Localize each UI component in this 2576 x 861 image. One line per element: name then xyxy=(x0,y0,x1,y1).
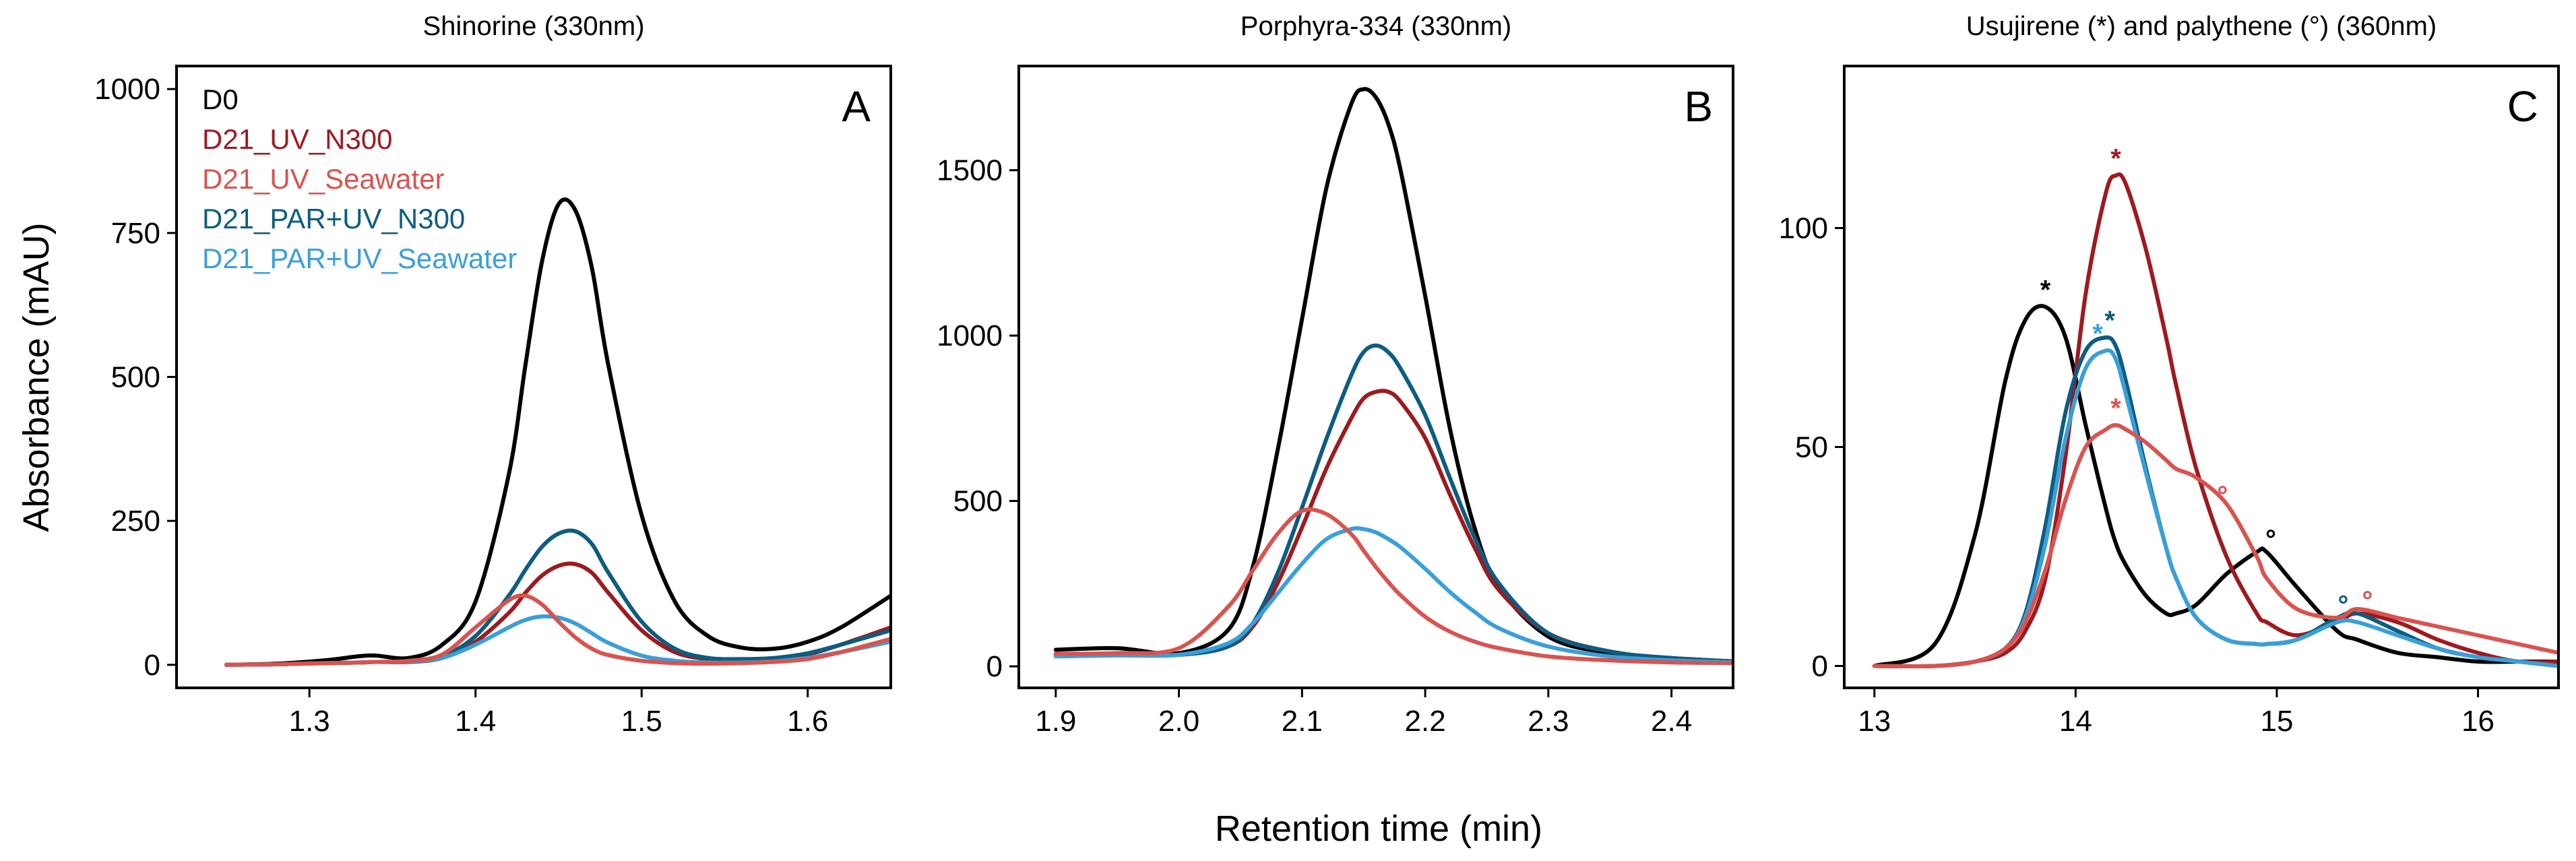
y-tick-label: 250 xyxy=(111,505,160,538)
series-group xyxy=(224,197,891,667)
x-tick-label: 13 xyxy=(1858,705,1891,738)
series-line-D21_UV_N300 xyxy=(224,561,891,667)
y-tick-label: 100 xyxy=(1779,212,1828,245)
x-tick-label: 2.1 xyxy=(1282,705,1323,738)
x-tick-label: 1.9 xyxy=(1035,705,1076,738)
series-line-D21_UV_N300 xyxy=(1872,172,2558,668)
legend-entry: D21_UV_Seawater xyxy=(202,163,445,195)
legend-entry: D21_PAR+UV_N300 xyxy=(202,203,465,234)
series-line-D21_UV_Seawater xyxy=(224,593,891,667)
panel-title: Shinorine (330nm) xyxy=(422,11,644,41)
peak-marker: * xyxy=(2092,319,2103,349)
x-tick-label: 2.3 xyxy=(1528,705,1569,738)
series-line-D21_PAR+UV_Seawater xyxy=(1872,348,2558,668)
legend-entry: D21_UV_N300 xyxy=(202,123,393,155)
x-tick-label: 2.0 xyxy=(1158,705,1199,738)
x-tick-label: 15 xyxy=(2260,705,2293,738)
series-line-D0 xyxy=(1053,87,1733,664)
peak-marker: * xyxy=(2110,393,2121,423)
peak-marker: ° xyxy=(2338,591,2349,620)
x-tick-label: 1.4 xyxy=(455,705,496,738)
series-line-D21_UV_Seawater xyxy=(1053,507,1733,666)
peak-marker: ° xyxy=(2265,525,2276,554)
peak-marker: * xyxy=(2040,276,2051,305)
plot-frame xyxy=(1017,65,1734,689)
series-line-D21_UV_N300 xyxy=(1053,389,1733,664)
series-group xyxy=(1872,172,2558,668)
series-line-D0 xyxy=(1872,304,2558,668)
plot-frame xyxy=(1843,65,2560,689)
x-tick-label: 16 xyxy=(2461,705,2494,738)
y-tick-label: 1000 xyxy=(937,319,1003,352)
legend-entry: D21_PAR+UV_Seawater xyxy=(202,243,517,274)
x-axis-title: Retention time (min) xyxy=(1215,808,1542,849)
peak-marker: * xyxy=(2110,144,2121,174)
series-line-D0 xyxy=(224,197,891,667)
x-tick-label: 2.4 xyxy=(1651,705,1692,738)
peak-marker: * xyxy=(2104,306,2115,336)
x-tick-label: 1.6 xyxy=(787,705,828,738)
x-tick-label: 1.5 xyxy=(621,705,662,738)
plot-frame xyxy=(175,65,892,689)
legend-entry: D0 xyxy=(202,84,239,115)
panel-letter: C xyxy=(2507,82,2538,131)
panel-title: Usujirene (*) and palythene (°) (360nm) xyxy=(1966,11,2437,41)
y-axis-title: Absorbance (mAU) xyxy=(16,222,57,532)
panel-letter: A xyxy=(842,82,871,131)
series-line-D21_PAR+UV_Seawater xyxy=(1053,526,1733,665)
panel-B: Porphyra-334 (330nm) 0 500 1000 1500 1.9 2.0 2.… xyxy=(937,11,1734,738)
peak-marker: ° xyxy=(2217,481,2228,511)
series-line-D21_PAR+UV_N300 xyxy=(1053,343,1733,664)
y-tick-label: 0 xyxy=(144,649,160,682)
y-tick-label: 0 xyxy=(1812,650,1828,683)
y-tick-label: 750 xyxy=(111,217,160,250)
y-tick-label: 1000 xyxy=(94,73,160,106)
x-tick-label: 1.3 xyxy=(289,705,330,738)
series-line-D21_UV_Seawater xyxy=(1872,423,2558,668)
panel-letter: B xyxy=(1684,82,1713,131)
y-tick-label: 50 xyxy=(1795,431,1828,464)
y-tick-label: 1500 xyxy=(937,154,1003,187)
peak-marker: ° xyxy=(2362,586,2373,616)
y-tick-label: 500 xyxy=(111,361,160,394)
y-tick-label: 500 xyxy=(953,485,1003,518)
y-tick-label: 0 xyxy=(986,650,1003,683)
series-group xyxy=(1053,87,1733,666)
panel-title: Porphyra-334 (330nm) xyxy=(1240,11,1511,41)
panel-C: Usujirene (*) and palythene (°) (360nm) 0… xyxy=(1779,11,2560,738)
x-tick-label: 14 xyxy=(2059,705,2092,738)
x-tick-label: 2.2 xyxy=(1405,705,1446,738)
panel-A: Shinorine (330nm) 0 250 500 750 1000 1.3 1.4 1.5… xyxy=(94,11,892,738)
